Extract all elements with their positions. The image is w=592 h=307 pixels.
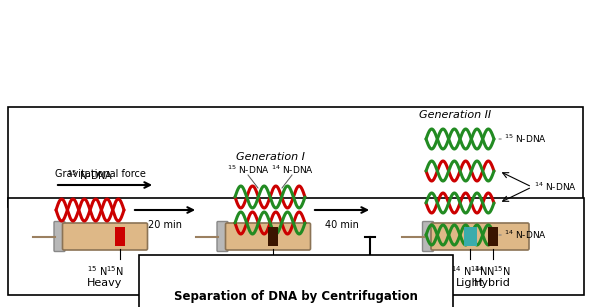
Bar [8,107,583,207]
Text: $^{14}$ N$^{14}$N: $^{14}$ N$^{14}$N [451,265,488,278]
FancyBboxPatch shape [226,223,310,250]
Text: Gravitational force: Gravitational force [55,169,146,179]
Text: $^{14}$ N-DNA: $^{14}$ N-DNA [271,164,314,176]
Text: Hybrid: Hybrid [250,278,287,289]
Bar [115,227,125,246]
Text: 20 min: 20 min [148,220,182,230]
Text: Light: Light [456,278,484,289]
Text: $^{15}$ N-DNA: $^{15}$ N-DNA [499,133,547,145]
Bar [488,227,498,246]
Text: $^{15}$ N-DNA: $^{15}$ N-DNA [67,168,113,182]
Text: $^{15}$ N$^{15}$N: $^{15}$ N$^{15}$N [86,265,124,278]
FancyBboxPatch shape [63,223,147,250]
Bar [464,227,477,246]
Text: Heavy: Heavy [87,278,123,289]
Bar [8,198,584,295]
FancyBboxPatch shape [54,221,65,251]
Text: $^{15}$ N-DNA: $^{15}$ N-DNA [227,164,269,176]
Text: 40 min: 40 min [325,220,359,230]
Text: Hybrid: Hybrid [474,278,511,289]
Text: Generation I: Generation I [236,152,304,162]
FancyBboxPatch shape [431,223,529,250]
FancyBboxPatch shape [217,221,228,251]
Text: $^{14}$ N$^{15}$N: $^{14}$ N$^{15}$N [249,265,287,278]
Text: $^{14}$ N$^{15}$N: $^{14}$ N$^{15}$N [474,265,511,278]
FancyBboxPatch shape [423,221,433,251]
Text: $^{14}$ N-DNA: $^{14}$ N-DNA [534,181,577,193]
Text: $^{14}$ N-DNA: $^{14}$ N-DNA [499,229,547,241]
Bar [268,227,278,246]
Text: Generation II: Generation II [419,110,491,120]
Text: Separation of DNA by Centrifugation: Separation of DNA by Centrifugation [174,290,418,303]
